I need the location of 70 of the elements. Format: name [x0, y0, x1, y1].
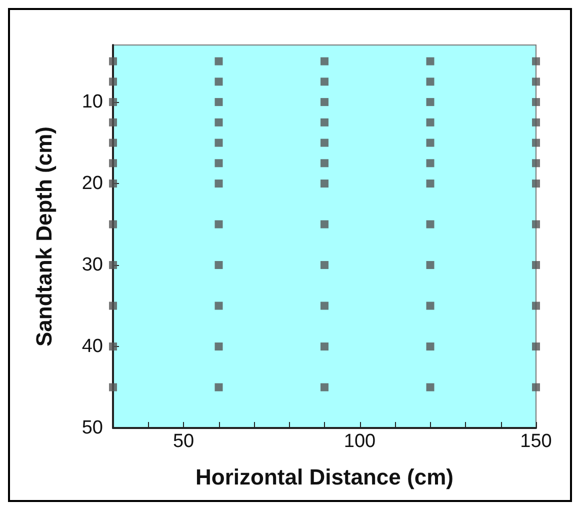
- point: [214, 220, 223, 228]
- point: [320, 57, 328, 66]
- point: [532, 159, 540, 168]
- point: [214, 78, 223, 86]
- point: [320, 342, 328, 351]
- point: [109, 180, 117, 188]
- point: [214, 138, 223, 147]
- point: [426, 220, 434, 228]
- y-tick-label: 20: [82, 173, 103, 194]
- point: [214, 180, 223, 188]
- point: [320, 261, 328, 270]
- point: [426, 383, 434, 392]
- point: [532, 180, 540, 188]
- point: [109, 78, 117, 86]
- point: [532, 261, 540, 270]
- point: [532, 220, 540, 228]
- point: [320, 78, 328, 86]
- point: [426, 138, 434, 147]
- point: [532, 57, 540, 66]
- point: [532, 98, 540, 106]
- point: [426, 57, 434, 66]
- x-tick-label: 100: [344, 431, 376, 452]
- y-tick-label: 10: [82, 92, 103, 113]
- x-tick-label: 150: [520, 431, 552, 452]
- point: [214, 383, 223, 392]
- point: [532, 118, 540, 126]
- point: [109, 261, 117, 270]
- y-axis-title: Sandtank Depth (cm): [32, 126, 56, 347]
- point: [426, 180, 434, 188]
- point: [320, 383, 328, 392]
- point: [214, 342, 223, 351]
- point: [532, 138, 540, 147]
- point: [109, 159, 117, 168]
- point: [426, 78, 434, 86]
- point: [109, 383, 117, 392]
- y-tick-label: 50: [82, 418, 103, 438]
- point: [214, 57, 223, 66]
- point: [426, 159, 434, 168]
- x-axis-title: Horizontal Distance (cm): [196, 464, 454, 490]
- point: [214, 261, 223, 270]
- point: [426, 261, 434, 270]
- point: [532, 302, 540, 310]
- point: [320, 118, 328, 126]
- point: [109, 138, 117, 147]
- point: [320, 159, 328, 168]
- point: [532, 78, 540, 86]
- point: [320, 220, 328, 228]
- x-tick-label: 50: [172, 431, 194, 452]
- point: [532, 342, 540, 351]
- point: [426, 342, 434, 351]
- point: [426, 302, 434, 310]
- y-tick-label: 30: [82, 254, 103, 276]
- point: [426, 118, 434, 126]
- point: [109, 220, 117, 228]
- point: [320, 138, 328, 147]
- point: [109, 57, 117, 66]
- point: [214, 302, 223, 310]
- point: [109, 342, 117, 351]
- point: [320, 180, 328, 188]
- point: [320, 98, 328, 106]
- point: [214, 98, 223, 106]
- point: [214, 118, 223, 126]
- point: [109, 118, 117, 126]
- point: [426, 98, 434, 106]
- point: [109, 98, 117, 106]
- point: [214, 159, 223, 168]
- point: [320, 302, 328, 310]
- point: [109, 302, 117, 310]
- y-tick-label: 40: [82, 336, 103, 358]
- point: [532, 383, 540, 392]
